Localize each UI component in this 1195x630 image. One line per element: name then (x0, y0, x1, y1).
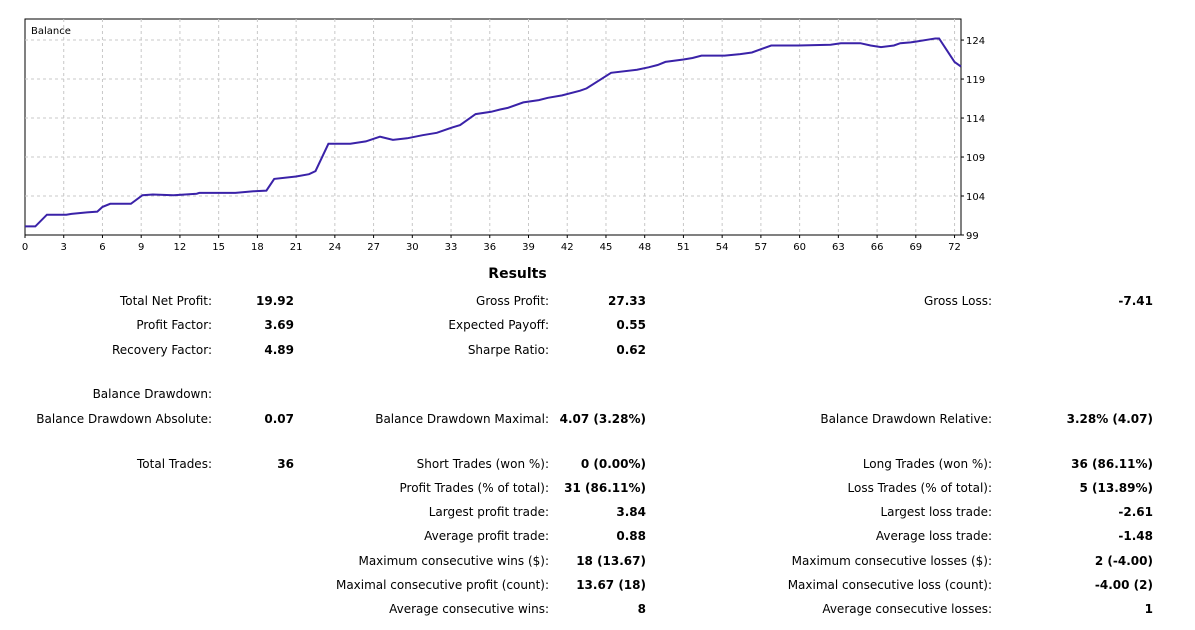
x-tick-label: 45 (600, 242, 613, 253)
maximal-consec-profit-label: Maximal consecutive profit (count): (335, 578, 549, 592)
x-tick-label: 48 (638, 242, 651, 253)
average-profit-label: Average profit trade: (424, 529, 549, 543)
x-tick-label: 57 (755, 242, 768, 253)
results-title: Results (488, 266, 547, 282)
avg-consec-losses-value: 1 (1144, 602, 1153, 616)
long-trades-value: 36 (86.11%) (1071, 457, 1153, 471)
chart-title: Balance (31, 26, 71, 37)
x-tick-label: 0 (22, 242, 28, 253)
long-trades-label: Long Trades (won %): (862, 457, 992, 471)
max-consec-losses-label: Maximum consecutive losses ($): (791, 554, 992, 568)
total-net-profit-label: Total Net Profit: (119, 294, 212, 308)
profit-trades-value: 31 (86.11%) (564, 481, 646, 495)
bd-maximal-label: Balance Drawdown Maximal: (375, 412, 549, 426)
x-tick-label: 36 (483, 242, 496, 253)
average-profit-value: 0.88 (616, 529, 646, 543)
profit-factor-label: Profit Factor: (136, 318, 212, 332)
x-tick-label: 15 (212, 242, 225, 253)
x-tick-label: 12 (174, 242, 187, 253)
y-axis: 99 104 109 114 119 124 (961, 36, 985, 242)
short-trades-value: 0 (0.00%) (580, 457, 646, 471)
y-tick-label: 99 (966, 231, 979, 242)
total-trades-label: Total Trades: (137, 457, 212, 471)
total-net-profit-value: 19.92 (256, 294, 294, 308)
x-tick-label: 69 (909, 242, 922, 253)
x-tick-label: 24 (328, 242, 341, 253)
y-tick-label: 114 (966, 114, 985, 125)
balance-series-line (25, 37, 962, 228)
gross-loss-label: Gross Loss: (924, 294, 992, 308)
x-tick-label: 54 (716, 242, 729, 253)
largest-profit-label: Largest profit trade: (428, 505, 549, 519)
largest-loss-value: -2.61 (1118, 505, 1153, 519)
bd-absolute-value: 0.07 (264, 412, 294, 426)
profit-trades-label: Profit Trades (% of total): (399, 481, 549, 495)
balance-drawdown-header: Balance Drawdown: (92, 387, 212, 401)
maximal-consec-profit-value: 13.67 (18) (576, 578, 646, 592)
plot-area (24, 18, 962, 236)
x-tick-label: 42 (561, 242, 574, 253)
x-tick-label: 51 (677, 242, 690, 253)
x-tick-label: 21 (290, 242, 303, 253)
bd-maximal-value: 4.07 (3.28%) (559, 412, 646, 426)
x-tick-label: 27 (367, 242, 380, 253)
y-tick-label: 119 (966, 75, 985, 86)
expected-payoff-label: Expected Payoff: (448, 318, 549, 332)
x-tick-label: 39 (522, 242, 535, 253)
avg-consec-losses-label: Average consecutive losses: (822, 602, 992, 616)
x-tick-label: 66 (871, 242, 884, 253)
grid-lines (25, 19, 961, 235)
max-consec-wins-value: 18 (13.67) (576, 554, 646, 568)
x-tick-label: 63 (832, 242, 845, 253)
gross-profit-value: 27.33 (608, 294, 646, 308)
bd-relative-label: Balance Drawdown Relative: (820, 412, 992, 426)
x-tick-label: 72 (948, 242, 961, 253)
balance-chart: Balance 0 3 6 9 12 15 18 21 24 27 30 33 36 39 42 45 48 51… (0, 0, 1195, 262)
sharpe-ratio-label: Sharpe Ratio: (467, 343, 549, 357)
x-tick-label: 60 (793, 242, 806, 253)
balance-chart-svg: Balance 0 3 6 9 12 15 18 21 24 27 30 33 36 39 42 45 48 51… (22, 18, 985, 253)
x-tick-label: 33 (445, 242, 458, 253)
avg-consec-wins-value: 8 (637, 602, 646, 616)
profit-factor-value: 3.69 (264, 318, 294, 332)
recovery-factor-label: Recovery Factor: (111, 343, 212, 357)
total-trades-value: 36 (277, 457, 294, 471)
y-tick-label: 104 (966, 192, 985, 203)
avg-consec-wins-label: Average consecutive wins: (389, 602, 549, 616)
expected-payoff-value: 0.55 (616, 318, 646, 332)
x-tick-label: 18 (251, 242, 264, 253)
x-tick-label: 6 (99, 242, 105, 253)
largest-profit-value: 3.84 (616, 505, 646, 519)
short-trades-label: Short Trades (won %): (416, 457, 549, 471)
maximal-consec-loss-label: Maximal consecutive loss (count): (787, 578, 992, 592)
y-tick-label: 109 (966, 153, 985, 164)
bd-relative-value: 3.28% (4.07) (1066, 412, 1153, 426)
y-tick-label: 124 (966, 36, 985, 47)
max-consec-losses-value: 2 (-4.00) (1094, 554, 1153, 568)
x-tick-label: 30 (406, 242, 419, 253)
largest-loss-label: Largest loss trade: (880, 505, 992, 519)
loss-trades-value: 5 (13.89%) (1079, 481, 1153, 495)
bd-absolute-label: Balance Drawdown Absolute: (36, 412, 212, 426)
sharpe-ratio-value: 0.62 (616, 343, 646, 357)
x-tick-label: 3 (61, 242, 67, 253)
recovery-factor-value: 4.89 (264, 343, 294, 357)
max-consec-wins-label: Maximum consecutive wins ($): (358, 554, 549, 568)
loss-trades-label: Loss Trades (% of total): (847, 481, 993, 495)
gross-loss-value: -7.41 (1118, 294, 1153, 308)
maximal-consec-loss-value: -4.00 (2) (1094, 578, 1153, 592)
gross-profit-label: Gross Profit: (476, 294, 549, 308)
x-tick-label: 9 (138, 242, 144, 253)
average-loss-label: Average loss trade: (875, 529, 992, 543)
x-axis: 0 3 6 9 12 15 18 21 24 27 30 33 36 39 42 45 48 51 54 57 60 63… (22, 235, 961, 253)
average-loss-value: -1.48 (1118, 529, 1153, 543)
